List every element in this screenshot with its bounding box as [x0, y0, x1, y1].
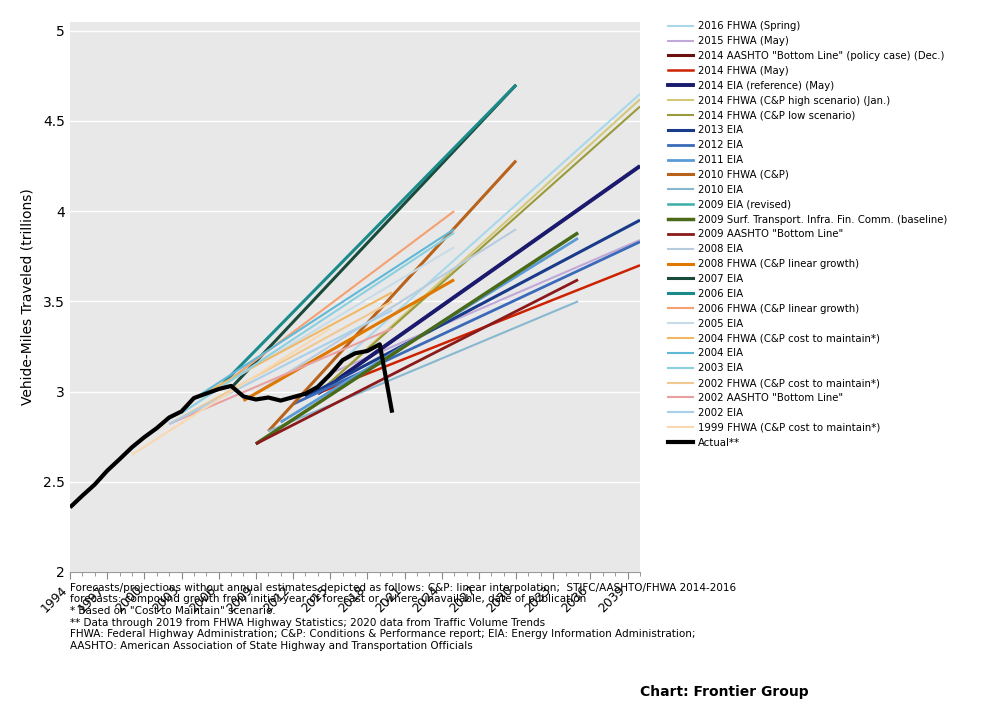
- Y-axis label: Vehide-Miles Traveled (trillions): Vehide-Miles Traveled (trillions): [21, 188, 35, 405]
- Text: Forecasts/projections without annual estimates depicted as follows: C&P: linear : Forecasts/projections without annual est…: [70, 583, 736, 651]
- Text: Chart: Frontier Group: Chart: Frontier Group: [640, 685, 809, 699]
- Legend: 2016 FHWA (Spring), 2015 FHWA (May), 2014 AASHTO "Bottom Line" (policy case) (De: 2016 FHWA (Spring), 2015 FHWA (May), 201…: [668, 21, 948, 447]
